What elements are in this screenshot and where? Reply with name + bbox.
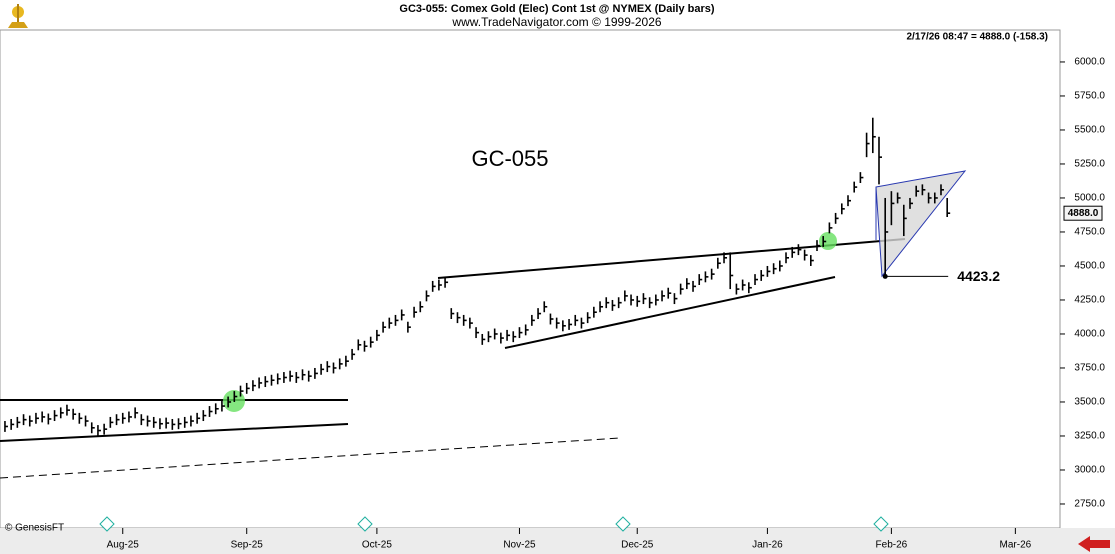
x-tick-label: Mar-26 [1000, 540, 1032, 551]
chart-annotation: GC-055 [471, 146, 548, 171]
x-tick-label: Jan-26 [752, 540, 783, 551]
annotation-label: 4423.2 [957, 268, 1000, 284]
y-tick-label: 3500.0 [1074, 397, 1105, 408]
y-tick-label: 3750.0 [1074, 363, 1105, 374]
y-tick-label: 3250.0 [1074, 431, 1105, 442]
y-tick-label: 3000.0 [1074, 465, 1105, 476]
y-tick-label: 5750.0 [1074, 91, 1105, 102]
annotation-point [882, 273, 888, 279]
y-tick-label: 5000.0 [1074, 193, 1105, 204]
y-tick-label: 4750.0 [1074, 227, 1105, 238]
y-tick-label: 4000.0 [1074, 329, 1105, 340]
x-tick-label: Dec-25 [621, 540, 654, 551]
x-tick-label: Sep-25 [231, 540, 264, 551]
last-price-box [1063, 205, 1103, 221]
y-tick-label: 5250.0 [1074, 159, 1105, 170]
x-axis-strip [0, 528, 1115, 554]
logo [8, 4, 28, 28]
x-tick-label: Oct-25 [362, 540, 392, 551]
chart-title: GC3-055: Comex Gold (Elec) Cont 1st @ NY… [399, 3, 714, 15]
copyright: © GenesisFT [5, 523, 64, 534]
x-tick-label: Aug-25 [107, 540, 140, 551]
y-tick-label: 6000.0 [1074, 57, 1105, 68]
x-tick-label: Nov-25 [503, 540, 536, 551]
y-tick-label: 2750.0 [1074, 499, 1105, 510]
quote-info: 2/17/26 08:47 = 4888.0 (-158.3) [907, 32, 1049, 43]
trendline [0, 423, 349, 442]
event-marker [357, 516, 373, 532]
chart-subtitle: www.TradeNavigator.com © 1999-2026 [451, 15, 661, 29]
x-tick-label: Feb-26 [876, 540, 908, 551]
plot-area [0, 29, 1061, 529]
y-tick-label: 4500.0 [1074, 261, 1105, 272]
trendline [504, 276, 836, 349]
y-tick-label: 5500.0 [1074, 125, 1105, 136]
event-marker [99, 516, 115, 532]
last-price-label: 4888.0 [1068, 208, 1099, 219]
breakout-marker [819, 232, 837, 250]
scroll-arrow[interactable] [1078, 536, 1110, 552]
y-tick-label: 4250.0 [1074, 295, 1105, 306]
event-marker [615, 516, 631, 532]
event-marker [873, 516, 889, 532]
event-markers [99, 516, 889, 532]
